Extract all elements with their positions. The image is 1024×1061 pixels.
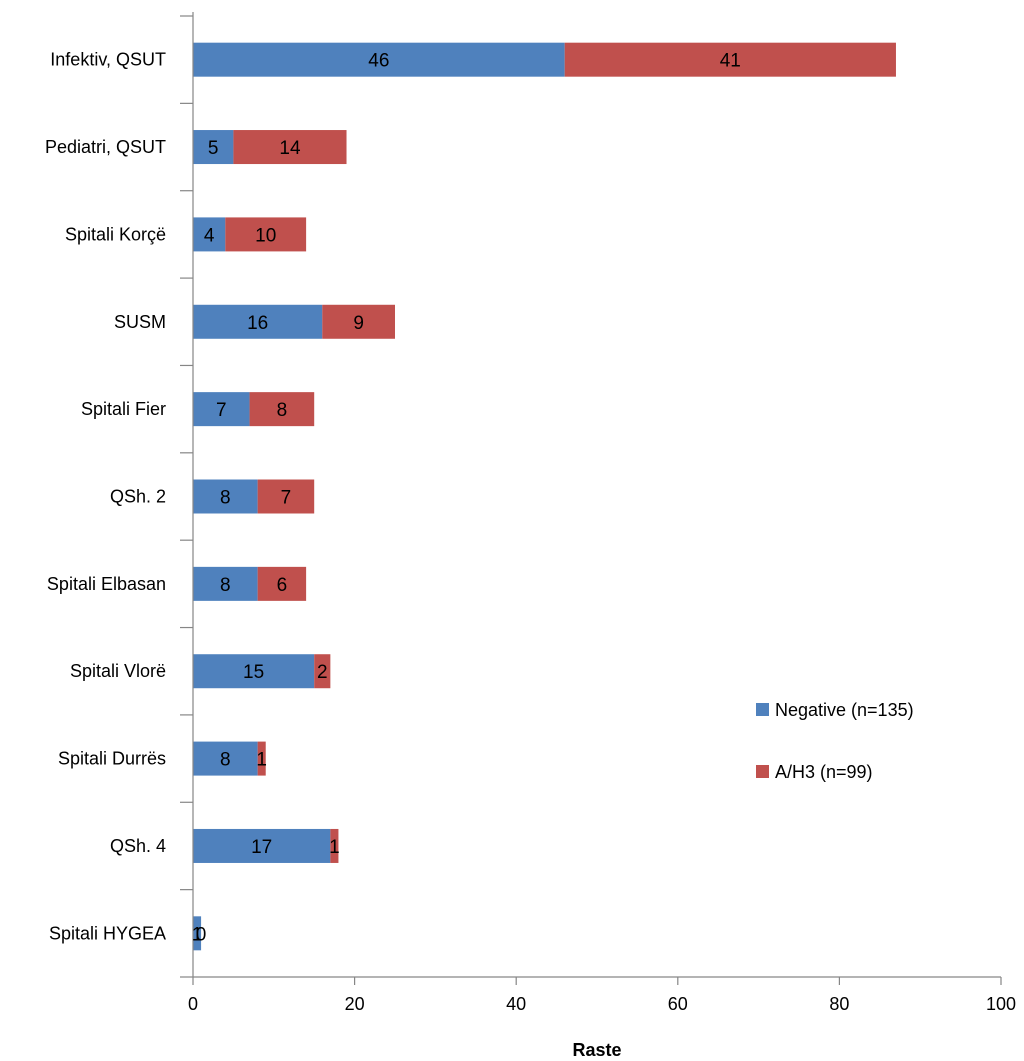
bar-value-label: 2 — [317, 662, 328, 683]
category-label: Pediatri, QSUT — [45, 137, 166, 157]
bar-negative-9 — [193, 828, 331, 863]
bar-value-label: 46 — [368, 51, 389, 72]
bar-a-h3-0 — [564, 42, 896, 77]
legend-swatch-a-h3 — [756, 765, 769, 778]
bar-value-label: 8 — [220, 575, 231, 596]
bar-negative-6 — [193, 566, 258, 601]
bar-negative-1 — [193, 130, 234, 165]
bar-a-h3-2 — [225, 217, 307, 252]
bar-value-label: 10 — [255, 225, 276, 246]
bar-a-h3-9 — [330, 828, 339, 863]
bar-value-label: 41 — [720, 51, 741, 72]
bar-negative-7 — [193, 654, 315, 689]
bar-value-label: 7 — [281, 488, 292, 509]
bar-value-label: 15 — [243, 662, 264, 683]
bar-value-label: 6 — [277, 575, 288, 596]
bar-value-label: 5 — [208, 138, 219, 159]
bar-value-label: 14 — [279, 138, 301, 159]
category-label: SUSM — [114, 312, 166, 332]
bar-value-label: 1 — [256, 750, 267, 771]
bar-value-label: 9 — [353, 313, 364, 334]
bar-negative-3 — [193, 304, 323, 339]
bar-negative-4 — [193, 392, 250, 427]
legend-label-a-h3: A/H3 (n=99) — [775, 762, 873, 782]
bar-value-label: 4 — [204, 225, 215, 246]
bar-value-label: 1 — [329, 837, 340, 858]
category-label: Spitali Korçë — [65, 224, 166, 244]
category-label: Spitali Elbasan — [47, 574, 166, 594]
legend: Negative (n=135) A/H3 (n=99) — [756, 700, 914, 782]
x-tick-label: 20 — [345, 994, 365, 1014]
bar-value-label: 1 — [192, 924, 203, 945]
x-tick-label: 40 — [506, 994, 526, 1014]
x-tick-label: 0 — [188, 994, 198, 1014]
bar-negative-8 — [193, 741, 258, 776]
x-tick-label: 60 — [668, 994, 688, 1014]
bar-value-label: 7 — [216, 400, 227, 421]
bar-a-h3-7 — [314, 654, 331, 689]
bar-value-label: 17 — [251, 837, 272, 858]
bar-negative-0 — [193, 42, 565, 77]
bar-value-label: 16 — [247, 313, 268, 334]
category-label: Spitali Fier — [81, 399, 166, 419]
category-label: Infektiv, QSUT — [50, 50, 166, 70]
category-label: Spitali Durrës — [58, 749, 166, 769]
bar-negative-5 — [193, 479, 258, 514]
bar-a-h3-8 — [257, 741, 266, 776]
bar-value-label: 0 — [196, 924, 207, 945]
bar-negative-10 — [193, 916, 202, 951]
bar-a-h3-6 — [257, 566, 307, 601]
bar-a-h3-1 — [233, 130, 347, 165]
bars-layer — [193, 42, 896, 951]
bar-negative-2 — [193, 217, 226, 252]
bar-a-h3-4 — [249, 392, 315, 427]
bar-a-h3-3 — [322, 304, 395, 339]
x-tick-label: 80 — [829, 994, 849, 1014]
x-tick-label: 100 — [986, 994, 1016, 1014]
legend-swatch-negative — [756, 703, 769, 716]
category-label: QSh. 4 — [110, 836, 166, 856]
category-label: QSh. 2 — [110, 487, 166, 507]
bar-value-label: 8 — [220, 750, 231, 771]
bar-value-label: 8 — [220, 488, 231, 509]
bar-a-h3-5 — [257, 479, 315, 514]
x-axis-title: Raste — [572, 1040, 621, 1060]
bar-value-label: 8 — [277, 400, 288, 421]
axes-layer — [180, 12, 1002, 985]
category-label: Spitali HYGEA — [49, 923, 166, 943]
category-label: Spitali Vlorë — [70, 661, 166, 681]
legend-label-negative: Negative (n=135) — [775, 700, 914, 720]
